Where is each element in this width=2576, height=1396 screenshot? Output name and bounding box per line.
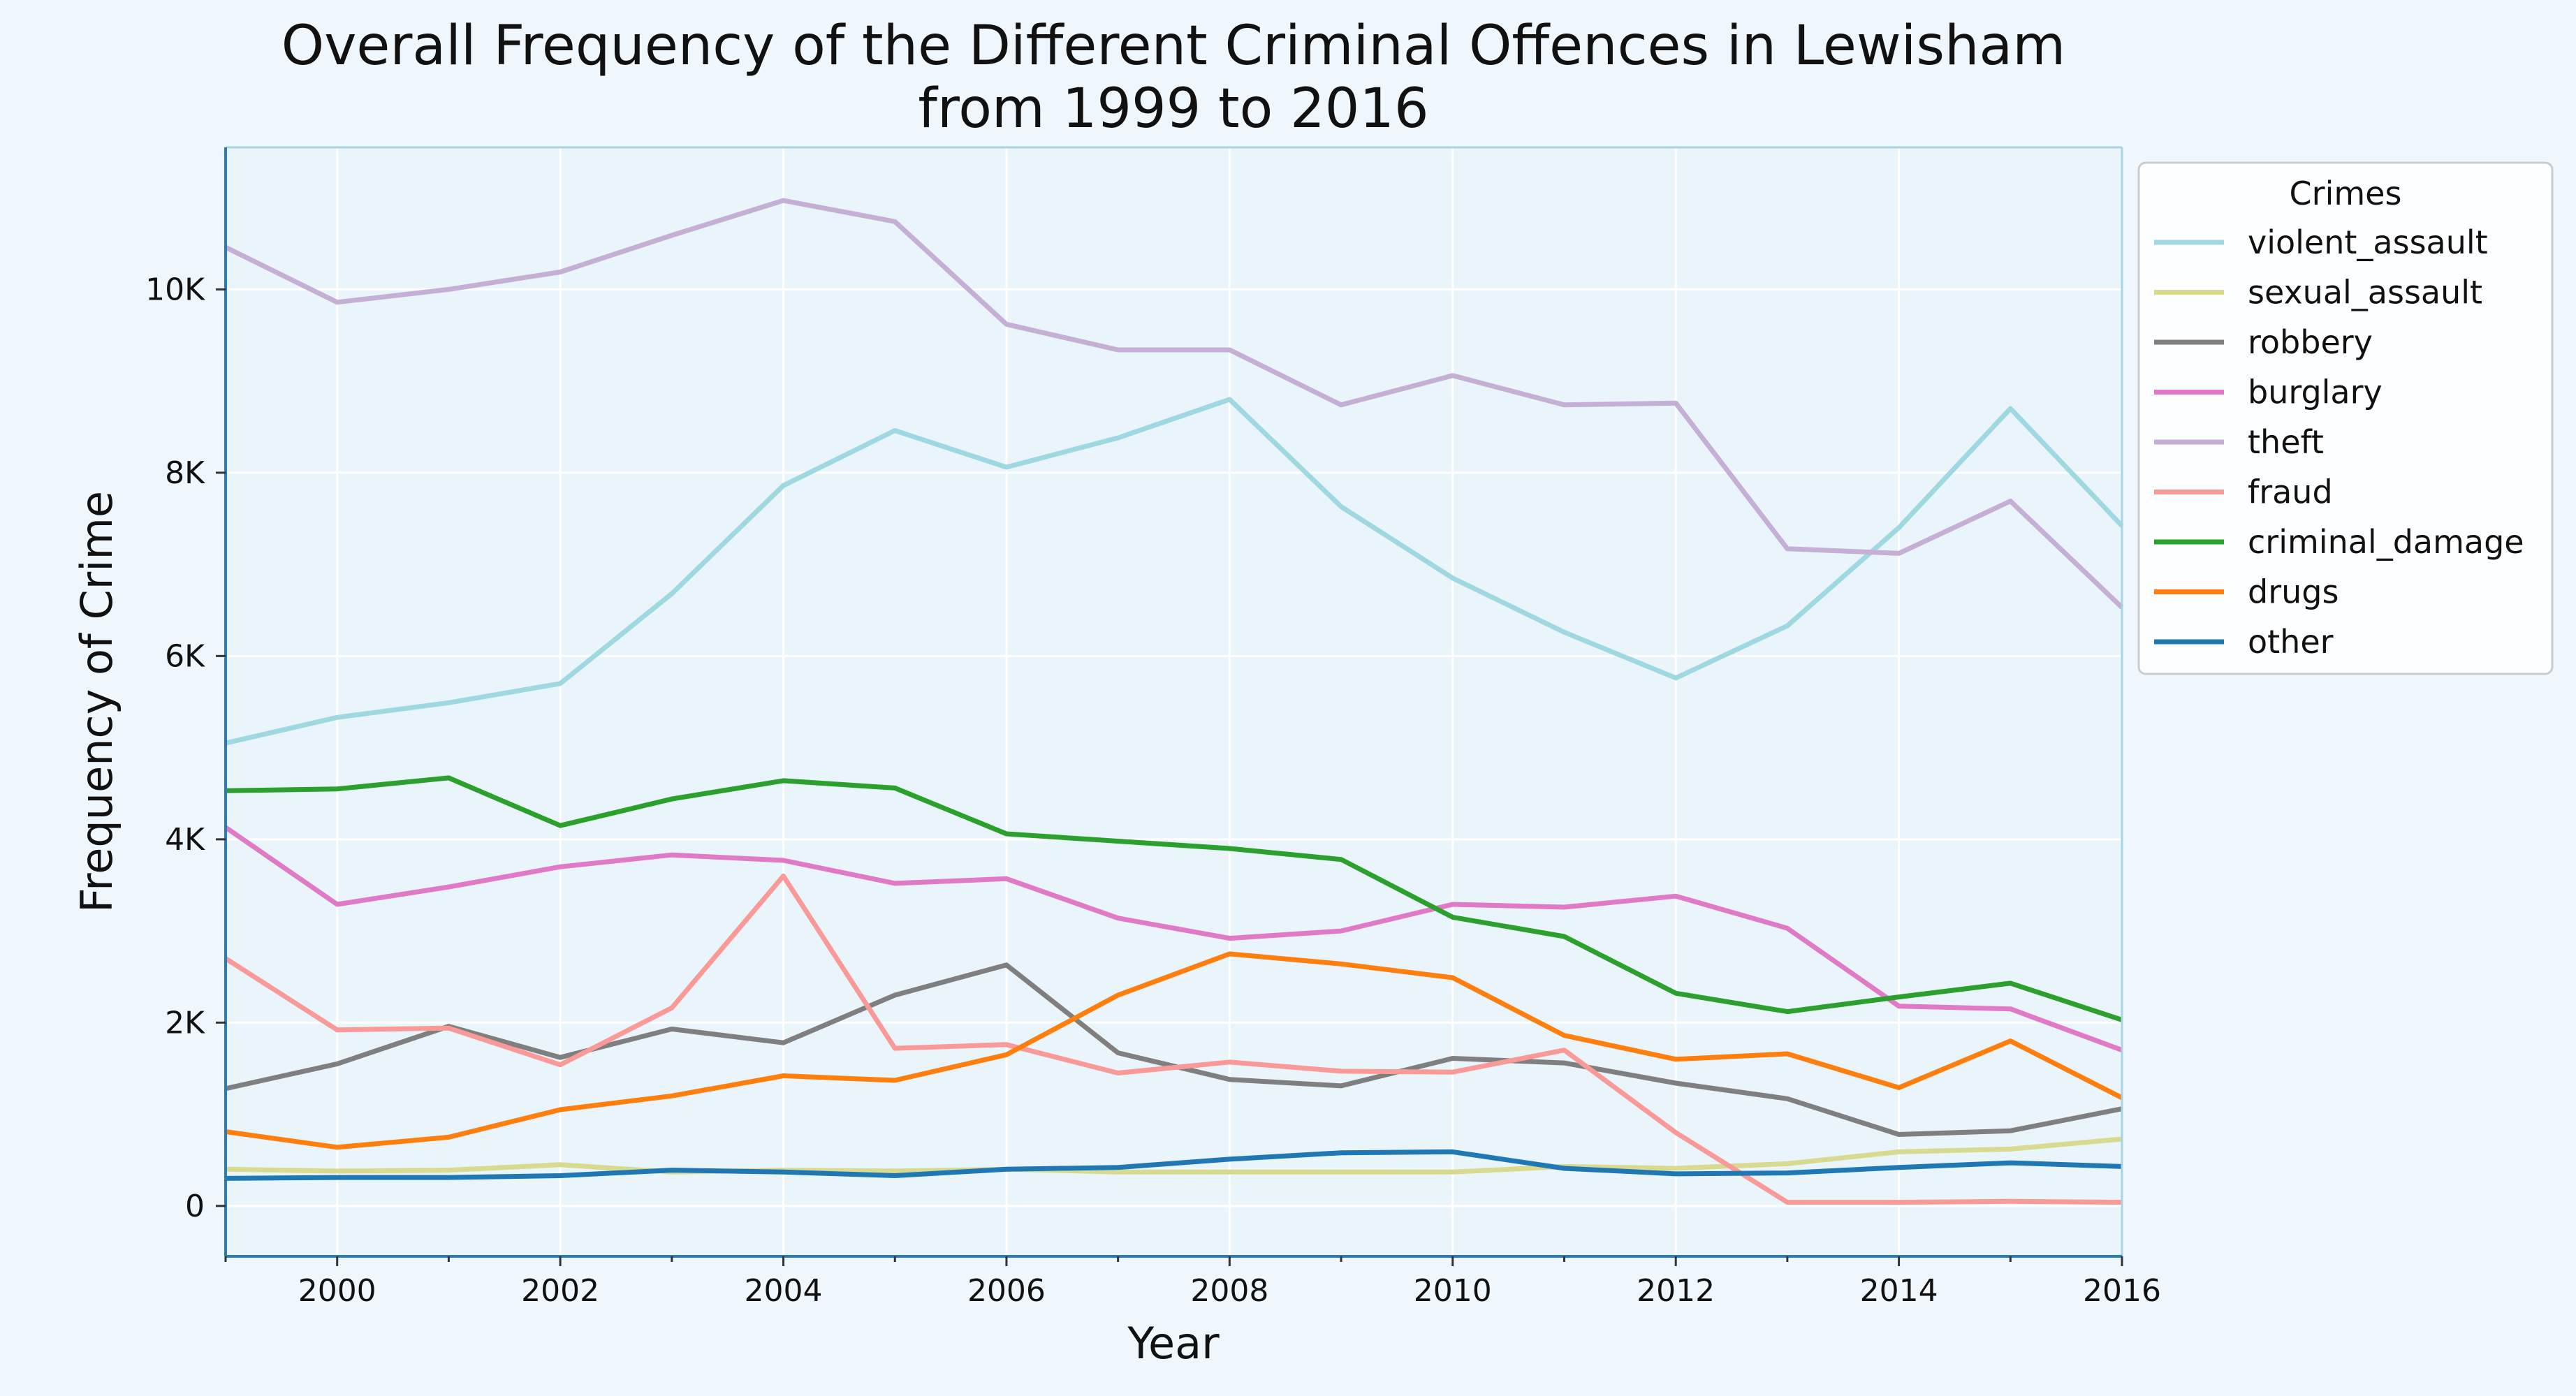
- series-line-burglary: [224, 825, 2123, 1052]
- legend-item-label: other: [2248, 623, 2334, 661]
- y-tick-label: 2K: [165, 1005, 205, 1041]
- x-tick-label: 2006: [967, 1273, 1046, 1309]
- series-line-criminal-damage: [225, 775, 2123, 1022]
- y-tick-label: 6K: [165, 638, 205, 674]
- grid-lines: [226, 147, 2123, 1256]
- x-tick-label: 2016: [2083, 1273, 2161, 1309]
- series-line-drugs: [225, 951, 2123, 1150]
- series-group: [224, 198, 2124, 1205]
- series-line-violent-assault: [225, 397, 2124, 746]
- chart-title-line: Overall Frequency of the Different Crimi…: [281, 15, 2065, 78]
- x-axis-label: Year: [1127, 1318, 1220, 1369]
- legend-item-label: criminal_damage: [2248, 523, 2524, 561]
- y-tick-label: 4K: [165, 822, 205, 858]
- series-line-other: [225, 1149, 2123, 1181]
- x-tick-label: 2000: [298, 1273, 376, 1309]
- x-tick-label: 2002: [521, 1273, 599, 1309]
- x-tick-label: 2004: [745, 1273, 823, 1309]
- series-line-sexual-assault: [225, 1136, 2123, 1175]
- legend-item-label: theft: [2248, 423, 2324, 461]
- x-tick-label: 2010: [1414, 1273, 1492, 1309]
- tick-labels: 2000 2002 2004 2006 2008 2010 2012 2014 2016 0 2K 4…: [145, 272, 2161, 1309]
- legend-item-label: drugs: [2248, 573, 2339, 611]
- y-tick-label: 8K: [165, 455, 205, 491]
- series-line-theft: [224, 198, 2124, 610]
- axes: [224, 146, 2123, 1258]
- chart-title-line: from 1999 to 2016: [918, 78, 1428, 140]
- chart-title: Overall Frequency of the Different Crimi…: [281, 15, 2065, 140]
- legend-item-label: burglary: [2248, 374, 2383, 411]
- x-tick-label: 2008: [1190, 1273, 1268, 1309]
- series-line-fraud: [224, 873, 2123, 1205]
- y-axis-label: Frequency of Crime: [71, 491, 122, 913]
- x-tick-label: 2012: [1637, 1273, 1715, 1309]
- legend-item-label: violent_assault: [2248, 223, 2488, 261]
- y-tick-label: 10K: [145, 272, 205, 307]
- legend-item-label: robbery: [2248, 323, 2373, 361]
- legend-item-label: fraud: [2248, 473, 2333, 511]
- legend-title: Crimes: [2290, 175, 2402, 212]
- legend-item-label: sexual_assault: [2248, 274, 2482, 311]
- x-tick-label: 2014: [1860, 1273, 1938, 1309]
- legend: Crimes violent_assault sexual_assaultrobbe…: [2137, 161, 2554, 675]
- legend-box: [2137, 161, 2554, 675]
- plot-area: [226, 147, 2122, 1256]
- y-tick-label: 0: [185, 1189, 205, 1224]
